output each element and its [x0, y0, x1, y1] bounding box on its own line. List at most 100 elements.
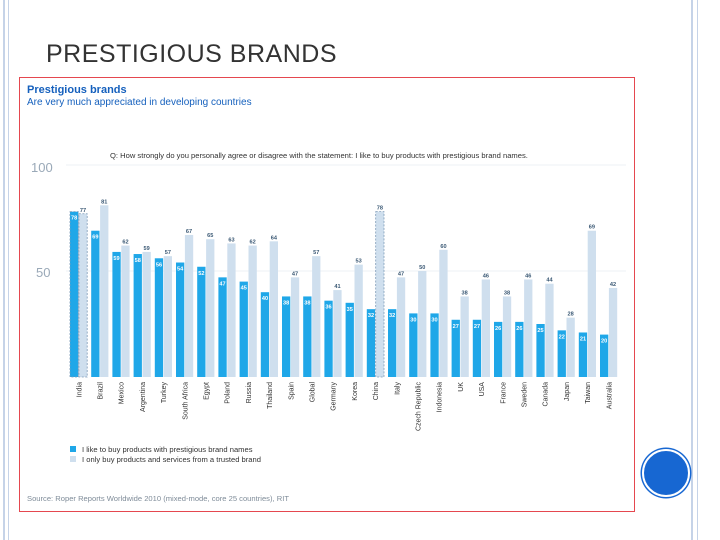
- bar-series1: [578, 332, 588, 377]
- bar-series1: [91, 230, 100, 377]
- category-label: Germany: [331, 382, 338, 411]
- bar-series2: [312, 256, 321, 377]
- bar-series2: [396, 277, 406, 377]
- value-label-series1: 30: [410, 317, 416, 323]
- left-rail-outer: [3, 0, 5, 540]
- category-label: UK: [458, 382, 465, 392]
- bar-series1: [69, 211, 79, 378]
- bar-series1: [472, 319, 482, 377]
- value-label-series1: 78: [71, 216, 77, 222]
- value-label-series2: 41: [334, 284, 340, 290]
- value-label-series2: 64: [271, 235, 278, 241]
- bar-series1: [388, 309, 397, 377]
- value-label-series2: 59: [144, 246, 150, 252]
- slide-title: PRESTIGIOUS BRANDS: [46, 40, 337, 68]
- category-label: Turkey: [161, 382, 168, 404]
- bar-series2: [566, 317, 575, 377]
- value-label-series2: 77: [80, 208, 86, 214]
- bar-series2: [502, 296, 512, 377]
- bar-series1: [282, 296, 291, 377]
- value-label-series1: 40: [262, 296, 268, 302]
- value-label-series1: 38: [283, 300, 289, 306]
- value-label-series2: 65: [207, 233, 213, 239]
- value-label-series1: 32: [368, 313, 374, 319]
- bar-series1: [557, 330, 566, 377]
- category-label: Spain: [288, 382, 295, 400]
- value-label-series1: 26: [516, 326, 522, 332]
- bar-series2: [608, 287, 618, 377]
- category-label: USA: [479, 382, 486, 397]
- value-label-series2: 81: [101, 199, 107, 205]
- bar-series2: [227, 243, 236, 377]
- value-label-series2: 38: [504, 290, 510, 296]
- value-label-series2: 63: [228, 237, 234, 243]
- bar-series1: [515, 321, 524, 377]
- value-label-series1: 56: [156, 262, 162, 268]
- value-label-series2: 47: [398, 271, 404, 277]
- chart-subtitle: Are very much appreciated in developing …: [27, 97, 252, 108]
- bar-series1: [409, 313, 418, 377]
- bar-series1: [536, 324, 545, 377]
- category-label: Czech Republic: [416, 382, 423, 432]
- legend-label-series1: I like to buy products with prestigious …: [82, 445, 253, 454]
- legend-swatch-series1: [70, 446, 76, 452]
- category-label: Taiwan: [585, 382, 592, 404]
- y-tick-label-50: 50: [36, 265, 50, 280]
- value-label-series2: 57: [313, 250, 319, 256]
- category-label: Thailand: [267, 382, 274, 409]
- value-label-series1: 27: [453, 324, 459, 330]
- bar-series2: [100, 205, 109, 377]
- category-label: Mexico: [119, 382, 126, 404]
- category-label: India: [76, 382, 83, 397]
- value-label-series2: 46: [483, 273, 489, 279]
- value-label-series1: 45: [241, 286, 247, 292]
- value-label-series1: 52: [198, 271, 204, 277]
- value-label-series1: 35: [347, 307, 353, 313]
- bar-series2: [460, 296, 469, 377]
- value-label-series2: 62: [122, 240, 128, 246]
- bar-series1: [197, 266, 206, 377]
- chart-source: Source: Roper Reports Worldwide 2010 (mi…: [27, 494, 289, 503]
- bar-series1: [324, 300, 333, 377]
- bar-series2: [439, 249, 448, 377]
- value-label-series1: 32: [389, 313, 395, 319]
- legend-label-series2: I only buy products and services from a …: [82, 455, 261, 464]
- bar-series1: [303, 296, 312, 377]
- category-label: South Africa: [182, 382, 189, 420]
- category-label: Argentina: [140, 382, 147, 412]
- accent-circle: [642, 449, 690, 497]
- category-label: Egypt: [204, 382, 211, 400]
- value-label-series2: 69: [589, 225, 595, 231]
- bar-series1: [366, 309, 376, 377]
- value-label-series1: 38: [304, 300, 310, 306]
- bar-series1: [176, 262, 185, 377]
- value-label-series2: 53: [356, 259, 362, 265]
- bar-series2: [206, 239, 215, 377]
- value-label-series1: 25: [537, 328, 543, 334]
- bar-series1: [430, 313, 439, 377]
- bar-series2: [587, 230, 596, 377]
- category-label: Poland: [225, 382, 232, 404]
- category-label: Australia: [606, 382, 613, 409]
- bar-series1: [494, 321, 503, 377]
- bar-series2: [333, 290, 342, 377]
- category-label: Italy: [394, 382, 401, 395]
- category-label: France: [500, 382, 507, 404]
- value-label-series1: 58: [135, 258, 141, 264]
- category-label: Russia: [246, 382, 253, 404]
- left-rail-inner: [8, 0, 9, 540]
- category-label: China: [373, 382, 380, 400]
- bar-series2: [269, 241, 278, 377]
- value-label-series2: 60: [440, 244, 446, 250]
- value-label-series1: 59: [113, 256, 119, 262]
- bar-series2: [290, 277, 300, 377]
- category-label: Global: [310, 382, 317, 403]
- value-label-series1: 20: [601, 339, 607, 345]
- value-label-series1: 26: [495, 326, 501, 332]
- bar-series2: [354, 264, 363, 377]
- bar-series2: [418, 271, 427, 377]
- category-label: Brazil: [98, 382, 105, 400]
- bar-series2: [142, 251, 151, 377]
- bar-series2: [545, 283, 554, 377]
